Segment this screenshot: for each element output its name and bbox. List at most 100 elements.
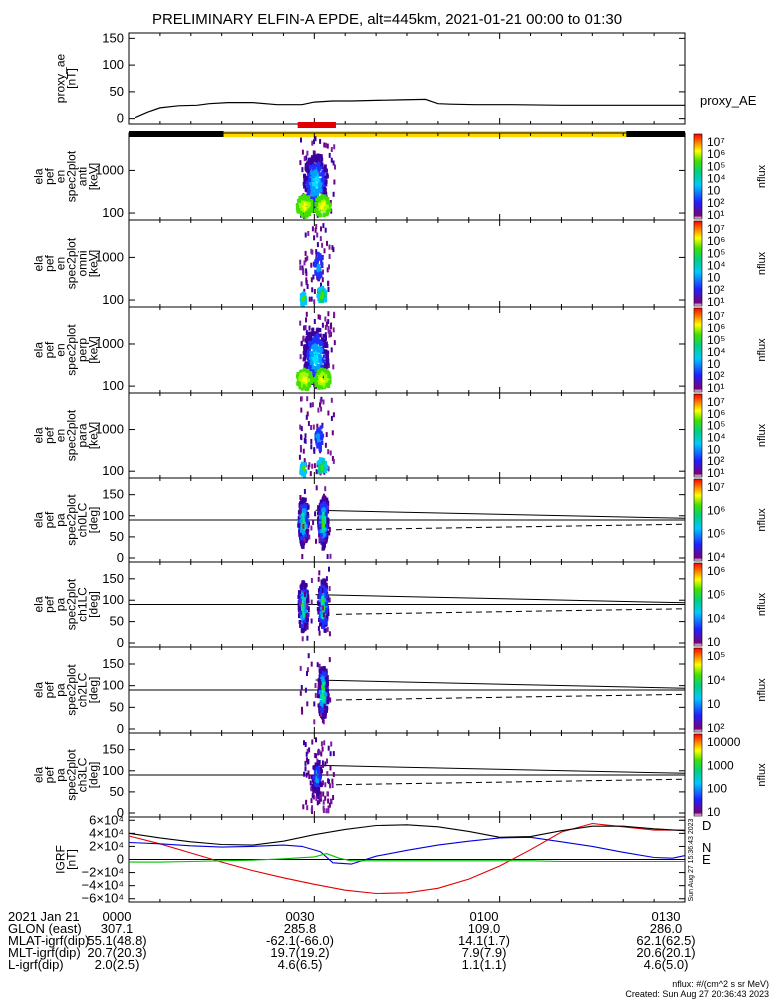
spectrogram-pixel [323, 518, 326, 522]
spectrogram-pixel [317, 369, 320, 373]
spectrogram-pixel [329, 586, 331, 591]
colorbar-label: nflux [756, 508, 768, 532]
spectrogram-pixel [313, 235, 315, 240]
loss-cone-line [316, 595, 685, 603]
spectrogram-pixel [332, 795, 334, 800]
spectrogram-pixel [301, 512, 304, 516]
spectrogram-pixel [299, 611, 302, 615]
spectrogram-pixel [321, 178, 324, 182]
spectrogram-pixel [328, 746, 330, 751]
spectrogram-pixel [326, 771, 328, 776]
spectrogram-pixel [319, 460, 322, 464]
colorbar [694, 394, 702, 477]
spectrogram-pixel [299, 601, 301, 606]
spectrogram-pixel [329, 783, 331, 788]
spectrogram-pixel [315, 383, 318, 387]
spectrogram-pixel [306, 701, 308, 706]
spectrogram-pixel [327, 799, 329, 804]
spectrogram-pixel [306, 151, 308, 156]
spectrogram-pixel [317, 386, 320, 390]
panel-proxy-ae: 150100500proxy_ae[nT]proxy_AE [54, 30, 757, 125]
spectrogram-pixel [322, 213, 325, 217]
spectrogram-pixel [323, 508, 326, 512]
spectrogram-pixel [313, 157, 316, 161]
spectrogram-pixel [324, 619, 327, 623]
spectrogram-pixel [306, 520, 309, 524]
spectrogram-pixel [308, 384, 311, 388]
spectrogram-pixel [327, 627, 329, 632]
spectrogram-pixel [317, 694, 320, 698]
footer-row-value: 4.6(5.0) [644, 958, 689, 971]
spectrogram-pixel [304, 537, 306, 542]
spectrogram-pixel [319, 690, 322, 694]
spectrogram-pixel [301, 545, 304, 549]
panel-ylabel: [keV] [87, 336, 101, 363]
spectrogram-pixel [325, 443, 327, 448]
spectrogram-pixel [327, 281, 329, 286]
spectrogram-pixel [307, 162, 310, 166]
spectrogram-pixel [304, 301, 307, 305]
panel-spec-perp: 1000100elapefenspec2plotperp[keV]10⁷10⁶1… [32, 307, 769, 395]
y-tick-label: 100 [102, 57, 124, 72]
spectrogram-pixel [301, 281, 303, 286]
spectrogram-pixel [306, 168, 309, 172]
spectrogram-pixel [329, 245, 331, 250]
spectrogram-pixel [333, 161, 335, 166]
spectrogram-pixel [327, 792, 329, 797]
spectrogram-pixel [319, 750, 321, 755]
spectrogram-pixel [318, 577, 320, 582]
spectrogram-pixel [313, 701, 315, 706]
spectrogram-pixel [329, 254, 331, 259]
spectrogram-pixel [313, 425, 315, 430]
spectrogram-pixel [301, 500, 304, 504]
spectrogram-pixel [314, 463, 316, 468]
spectrogram-pixel [315, 358, 318, 362]
spectrogram-pixel [316, 233, 318, 238]
spectrogram-pixel [311, 740, 313, 745]
y-tick-label: 150 [102, 30, 124, 45]
colorbar [694, 479, 702, 561]
spectrogram-pixel [303, 772, 305, 777]
panel-ylabel: [nT] [65, 849, 79, 870]
spectrogram-pixel [301, 341, 303, 346]
spectrogram-pixel [306, 618, 309, 622]
spectrogram-pixel [315, 136, 317, 141]
spectrogram-pixel [300, 408, 302, 413]
colorbar-tick-label: 10¹ [707, 295, 724, 309]
spectrogram-pixel [325, 143, 327, 148]
spectrogram-pixel [305, 325, 307, 330]
spectrogram-pixel [319, 139, 321, 144]
spectrogram-pixel [326, 201, 329, 205]
spectrogram-pixel [317, 436, 320, 440]
science-zone-marker [298, 122, 336, 128]
spectrogram-pixel [324, 188, 327, 192]
spectrogram-pixel [323, 338, 326, 342]
spectrogram-pixel [305, 251, 307, 256]
spectrogram-pixel [322, 682, 325, 686]
spectrogram-pixel [319, 516, 322, 520]
spectrogram-pixel [311, 328, 314, 332]
spectrogram-pixel [296, 205, 299, 209]
spectrogram-pixel [318, 679, 321, 683]
spectrogram-pixel [302, 582, 304, 587]
colorbar-tick-label: 10² [707, 721, 724, 735]
spectrogram-pixel [300, 615, 303, 619]
spectrogram-pixel [325, 512, 328, 516]
spectrogram-pixel [327, 411, 329, 416]
spectrogram-pixel [305, 212, 308, 216]
spectrogram-pixel [319, 664, 321, 669]
anti-loss-cone-line [336, 694, 685, 700]
spectrogram-pixel [320, 752, 322, 757]
anti-loss-cone-line [336, 524, 685, 529]
spectrogram-pixel [318, 799, 320, 804]
spectrogram-pixel [299, 321, 301, 326]
panel-ylabel: [nT] [65, 68, 79, 89]
spectrogram-pixel [320, 236, 322, 241]
spectrogram-pixel [323, 527, 326, 531]
spectrogram-pixel [313, 719, 315, 724]
colorbar [694, 563, 702, 646]
spectrogram-pixel [298, 382, 301, 386]
spectrogram-pixel [300, 666, 302, 671]
spectrogram-pixel [323, 533, 326, 537]
spectrogram-pixel [328, 567, 330, 572]
